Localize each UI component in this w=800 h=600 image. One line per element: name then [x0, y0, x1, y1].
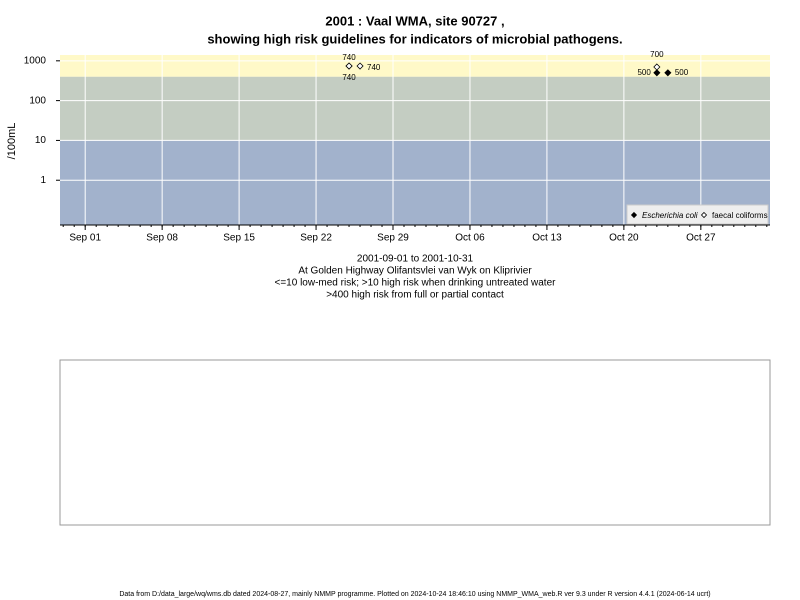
note: <=10 low-med risk; >10 high risk when dr…: [275, 278, 557, 289]
data-point: [356, 62, 364, 70]
note: 2001-09-01 to 2001-10-31: [357, 254, 474, 265]
y-tick-label: 1: [40, 175, 46, 186]
y-tick-label: 100: [29, 95, 46, 106]
legend-marker: [630, 211, 638, 219]
chart-title: 2001 : Vaal WMA, site 90727 ,: [325, 13, 504, 28]
x-tick-label: Sep 22: [300, 233, 332, 244]
x-tick-label: Oct 20: [609, 233, 639, 244]
y-tick-label: 1000: [24, 55, 47, 66]
y-axis-label: /100mL: [6, 123, 18, 160]
data-label: 740: [342, 73, 356, 82]
footer: Data from D:/data_large/wq/wms.db dated …: [119, 591, 710, 598]
risk-band: [60, 76, 770, 141]
empty-panel: [59, 359, 771, 526]
data-label: 500: [637, 68, 651, 77]
note: >400 high risk from full or partial cont…: [326, 290, 504, 301]
data-point: [653, 69, 661, 77]
x-tick-label: Sep 08: [146, 233, 178, 244]
x-tick-label: Sep 29: [377, 233, 409, 244]
note: At Golden Highway Olifantsvlei van Wyk o…: [298, 266, 532, 277]
data-label: 740: [342, 53, 356, 62]
data-label: 500: [675, 68, 689, 77]
legend-box: [626, 204, 769, 225]
data-point: [345, 62, 353, 70]
x-tick-label: Oct 27: [686, 233, 716, 244]
y-tick-label: 10: [35, 135, 47, 146]
x-tick-label: Oct 06: [455, 233, 485, 244]
legend-marker: [700, 211, 708, 219]
data-point: [653, 63, 661, 71]
legend-label: Escherichia coli: [642, 211, 698, 220]
x-tick-label: Oct 13: [532, 233, 562, 244]
legend-label: faecal coliforms: [712, 211, 768, 220]
data-point: [664, 69, 672, 77]
x-tick-label: Sep 01: [69, 233, 101, 244]
chart-subtitle: showing high risk guidelines for indicat…: [207, 31, 622, 46]
data-label: 740: [367, 63, 381, 72]
data-label: 700: [650, 50, 664, 59]
x-tick-label: Sep 15: [223, 233, 255, 244]
